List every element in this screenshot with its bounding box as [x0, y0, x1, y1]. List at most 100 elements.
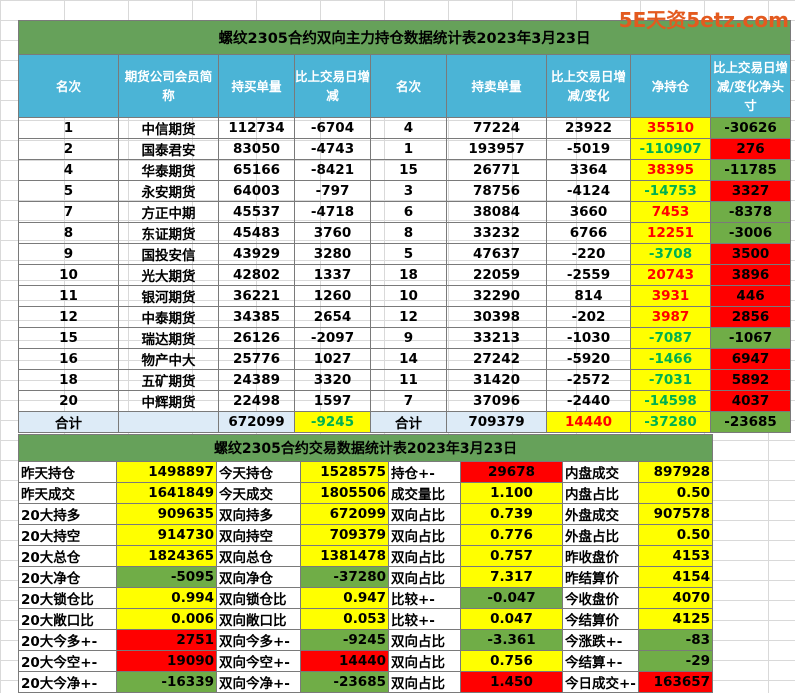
- table-cell: 10: [18, 264, 119, 286]
- stat-value: 4070: [637, 587, 714, 609]
- table-cell: 国泰君安: [118, 138, 219, 160]
- stat-value: 0.947: [300, 587, 389, 609]
- stat-label: 昨收盘价: [562, 545, 639, 567]
- table-cell: 合计: [370, 411, 447, 433]
- stat-value: 4125: [637, 608, 714, 630]
- stat-label: 20大今净+-: [18, 671, 117, 693]
- table-cell: 31420: [446, 369, 547, 391]
- table-cell: -2097: [294, 327, 371, 349]
- table-cell: 30398: [446, 306, 547, 328]
- table-cell: 11: [18, 285, 119, 307]
- table-row: 20大锁仓比 0.994 双向锁仓比 0.947 比较+- -0.047 今收盘价 4070: [18, 587, 714, 609]
- stat-label: 20大敞口比: [18, 608, 117, 630]
- stat-label: 今结算价: [562, 608, 639, 630]
- column-header: 名次: [370, 54, 447, 118]
- stat-label: 20大锁仓比: [18, 587, 117, 609]
- table-cell: 14440: [546, 411, 631, 433]
- table-cell: -797: [294, 180, 371, 202]
- table-cell: 18: [370, 264, 447, 286]
- table-cell: 3327: [709, 180, 792, 202]
- stat-label: 双向今净+-: [216, 671, 301, 693]
- table-cell: -3006: [709, 222, 792, 244]
- table-cell: -2440: [546, 390, 631, 412]
- table-cell: 65166: [218, 159, 295, 181]
- stat-value: -9245: [300, 629, 389, 651]
- table-row: 20 中辉期货 22498 1597 7 37096 -2440 -14598 4037: [18, 390, 792, 412]
- table-cell: -14753: [630, 180, 711, 202]
- table-cell: 15: [370, 159, 447, 181]
- stat-label: 比较+-: [388, 608, 461, 630]
- table-cell: 3760: [294, 222, 371, 244]
- table-cell: -14598: [630, 390, 711, 412]
- table-row: 12 中泰期货 34385 2654 12 30398 -202 3987 2856: [18, 306, 792, 328]
- stat-value: 1528575: [300, 461, 389, 483]
- table-cell: 4: [18, 159, 119, 181]
- stat-label: 20大今多+-: [18, 629, 117, 651]
- table-cell: 8: [18, 222, 119, 244]
- table-cell: 20743: [630, 264, 711, 286]
- table-cell: 43929: [218, 243, 295, 265]
- stat-label: 20大持多: [18, 503, 117, 525]
- stat-value: 914730: [116, 524, 217, 546]
- stat-value: 0.994: [116, 587, 217, 609]
- table-cell: 672099: [218, 411, 295, 433]
- table-cell: 112734: [218, 117, 295, 139]
- table-cell: 814: [546, 285, 631, 307]
- table-cell: 中信期货: [118, 117, 219, 139]
- table-cell: 64003: [218, 180, 295, 202]
- table-cell: 物产中大: [118, 348, 219, 370]
- table-cell: 77224: [446, 117, 547, 139]
- table-cell: 16: [18, 348, 119, 370]
- stat-value: 0.757: [460, 545, 563, 567]
- stat-label: 成交量比: [388, 482, 461, 504]
- trade-stats-title: 螺纹2305合约交易数据统计表2023年3月23日: [17, 434, 714, 462]
- stat-label: 双向今多+-: [216, 629, 301, 651]
- stat-value: 909635: [116, 503, 217, 525]
- table-cell: 3896: [709, 264, 792, 286]
- table-cell: -8421: [294, 159, 371, 181]
- stat-value: 0.739: [460, 503, 563, 525]
- table-cell: 12: [18, 306, 119, 328]
- table-cell: 方正中期: [118, 201, 219, 223]
- position-table: 螺纹2305合约双向主力持仓数据统计表2023年3月23日 名次 期货公司会员简称…: [17, 20, 792, 433]
- table-cell: 东证期货: [118, 222, 219, 244]
- stat-label: 昨天成交: [18, 482, 117, 504]
- table-cell: -2572: [546, 369, 631, 391]
- table-cell: 中辉期货: [118, 390, 219, 412]
- stat-label: 今天成交: [216, 482, 301, 504]
- stat-value: 163657: [637, 671, 714, 693]
- table-cell: 26126: [218, 327, 295, 349]
- stat-value: 0.50: [637, 482, 714, 504]
- table-row: 20大敞口比 0.006 双向敞口比 0.053 比较+- 0.047 今结算价 4125: [18, 608, 714, 630]
- table-cell: 25776: [218, 348, 295, 370]
- table-cell: 36221: [218, 285, 295, 307]
- stat-label: 外盘成交: [562, 503, 639, 525]
- table-cell: 14: [370, 348, 447, 370]
- table-cell: 1: [370, 138, 447, 160]
- table-row: 20大持空 914730 双向持空 709379 双向占比 0.776 外盘占比 0.50: [18, 524, 714, 546]
- table-row: 20大今净+- -16339 双向今净+- -23685 双向占比 1.450 今日成交+-…: [18, 671, 714, 693]
- table-cell: 5: [370, 243, 447, 265]
- table-cell: 15: [18, 327, 119, 349]
- column-header: 比上交易日增减/变化净头寸: [709, 54, 792, 118]
- stat-value: 1805506: [300, 482, 389, 504]
- stat-label: 双向占比: [388, 566, 461, 588]
- stat-label: 持仓+-: [388, 461, 461, 483]
- table-cell: 23922: [546, 117, 631, 139]
- stat-value: 4153: [637, 545, 714, 567]
- stat-label: 昨天持仓: [18, 461, 117, 483]
- stat-value: 1381478: [300, 545, 389, 567]
- table-row: 20大今多+- 2751 双向今多+- -9245 双向占比 -3.361 今涨跌+- -83: [18, 629, 714, 651]
- table-cell: -4718: [294, 201, 371, 223]
- table-cell: -37280: [630, 411, 711, 433]
- table-cell: 709379: [446, 411, 547, 433]
- table-cell: 2: [18, 138, 119, 160]
- table-row: 5 永安期货 64003 -797 3 78756 -4124 -14753 3327: [18, 180, 792, 202]
- table-cell: -1030: [546, 327, 631, 349]
- table-cell: 2654: [294, 306, 371, 328]
- table-cell: 35510: [630, 117, 711, 139]
- table-row: 10 光大期货 42802 1337 18 22059 -2559 20743 3896: [18, 264, 792, 286]
- stat-value: 709379: [300, 524, 389, 546]
- table-row: 11 银河期货 36221 1260 10 32290 814 3931 446: [18, 285, 792, 307]
- stat-label: 内盘成交: [562, 461, 639, 483]
